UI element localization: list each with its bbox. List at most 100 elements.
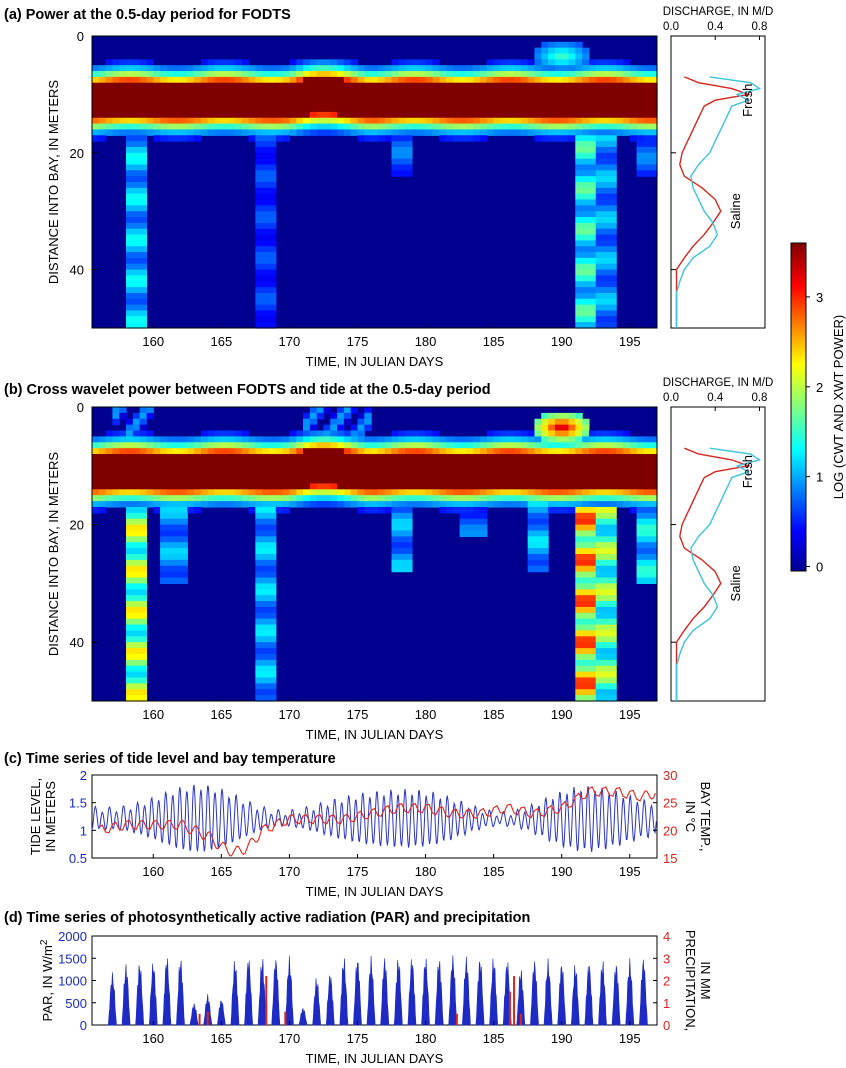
heat-cell xyxy=(609,459,617,467)
heat-cell xyxy=(527,111,536,119)
heat-cell xyxy=(425,471,433,479)
heat-cell xyxy=(200,123,209,131)
heat-cell xyxy=(228,94,236,101)
heat-cell xyxy=(214,442,222,449)
heat-cell xyxy=(582,601,590,608)
heat-cell xyxy=(609,76,617,84)
heat-cell xyxy=(541,454,549,461)
heat-cell xyxy=(357,123,365,131)
heat-cell xyxy=(384,82,393,90)
heat-cell xyxy=(541,106,549,113)
heat-cell xyxy=(132,88,141,95)
heat-cell xyxy=(126,240,134,247)
heat-cell xyxy=(527,554,536,561)
heat-cell xyxy=(139,524,148,532)
heat-cell xyxy=(309,129,318,136)
heat-cell xyxy=(105,489,114,496)
heat-cell xyxy=(568,82,576,90)
heat-cell xyxy=(255,565,263,573)
heat-cell xyxy=(432,71,440,78)
heat-cell xyxy=(126,601,134,608)
heat-cell xyxy=(330,129,338,136)
heat-cell xyxy=(636,536,644,543)
heat-cell xyxy=(643,530,651,537)
heat-cell xyxy=(473,483,481,490)
heat-cell xyxy=(364,459,372,467)
heat-cell xyxy=(343,501,352,508)
heat-cell xyxy=(214,59,222,66)
heat-cell xyxy=(132,559,141,567)
heat-cell xyxy=(153,495,161,502)
heat-cell xyxy=(534,71,542,78)
heat-cell xyxy=(411,465,420,473)
heat-cell xyxy=(221,100,229,107)
heat-cell xyxy=(452,442,461,449)
heat-cell xyxy=(126,94,134,101)
heat-cell xyxy=(554,106,563,113)
heat-cell xyxy=(582,518,590,526)
heat-cell xyxy=(527,471,536,479)
heat-cell xyxy=(588,263,597,271)
heat-cell xyxy=(575,217,583,224)
heat-cell xyxy=(439,65,447,72)
heat-cell xyxy=(194,459,202,467)
heat-cell xyxy=(132,59,141,66)
heat-cell xyxy=(609,211,617,218)
heat-cell xyxy=(132,442,141,449)
heat-cell xyxy=(514,123,522,131)
heat-cell xyxy=(500,129,508,136)
heat-cell xyxy=(132,287,141,294)
heat-cell xyxy=(391,94,399,101)
heat-cell xyxy=(262,76,270,84)
heat-cell xyxy=(187,471,195,479)
heat-cell xyxy=(541,424,549,432)
heat-cell xyxy=(582,135,590,142)
heat-cell xyxy=(452,111,461,119)
par-day xyxy=(284,955,294,1026)
heat-cell xyxy=(568,442,576,449)
heat-cell xyxy=(139,554,148,561)
heat-cell xyxy=(248,483,256,490)
x-tick-label: 195 xyxy=(619,864,641,879)
heat-cell xyxy=(194,88,202,95)
heat-cell xyxy=(575,618,583,626)
heat-cell xyxy=(296,501,304,508)
heat-cell xyxy=(629,506,638,514)
heat-cell xyxy=(132,483,141,490)
heat-cell xyxy=(588,252,597,259)
heat-cell xyxy=(255,281,263,288)
heat-cell xyxy=(228,106,236,113)
x-axis-label: TIME, IN JULIAN DAYS xyxy=(306,884,444,899)
heat-cell xyxy=(541,554,549,561)
heat-cell xyxy=(588,298,597,306)
heat-cell xyxy=(500,59,508,66)
heat-cell xyxy=(282,71,291,78)
heat-cell xyxy=(139,512,148,520)
heat-cell xyxy=(582,217,590,224)
heat-cell xyxy=(486,454,495,461)
heat-cell xyxy=(160,489,168,496)
heat-cell xyxy=(554,53,563,60)
heat-cell xyxy=(575,595,583,602)
heat-cell xyxy=(425,489,433,496)
heat-cell xyxy=(609,246,617,253)
heat-cell xyxy=(629,495,638,502)
heat-cell xyxy=(452,82,461,90)
heat-cell xyxy=(514,501,522,508)
heat-cell xyxy=(350,100,359,107)
heat-cell xyxy=(534,495,542,502)
heat-cell xyxy=(418,82,427,90)
heat-cell xyxy=(452,459,461,467)
heat-cell xyxy=(119,65,127,72)
heat-cell xyxy=(391,76,399,84)
heat-cell xyxy=(289,106,297,113)
heat-cell xyxy=(350,88,359,95)
precip-bar xyxy=(508,991,511,1025)
heat-cell xyxy=(452,100,461,107)
heat-cell xyxy=(575,477,583,485)
heat-cell xyxy=(214,65,222,72)
heat-cell xyxy=(343,123,352,131)
heat-cell xyxy=(105,59,114,66)
heat-cell xyxy=(575,82,583,90)
heat-cell xyxy=(105,477,114,485)
